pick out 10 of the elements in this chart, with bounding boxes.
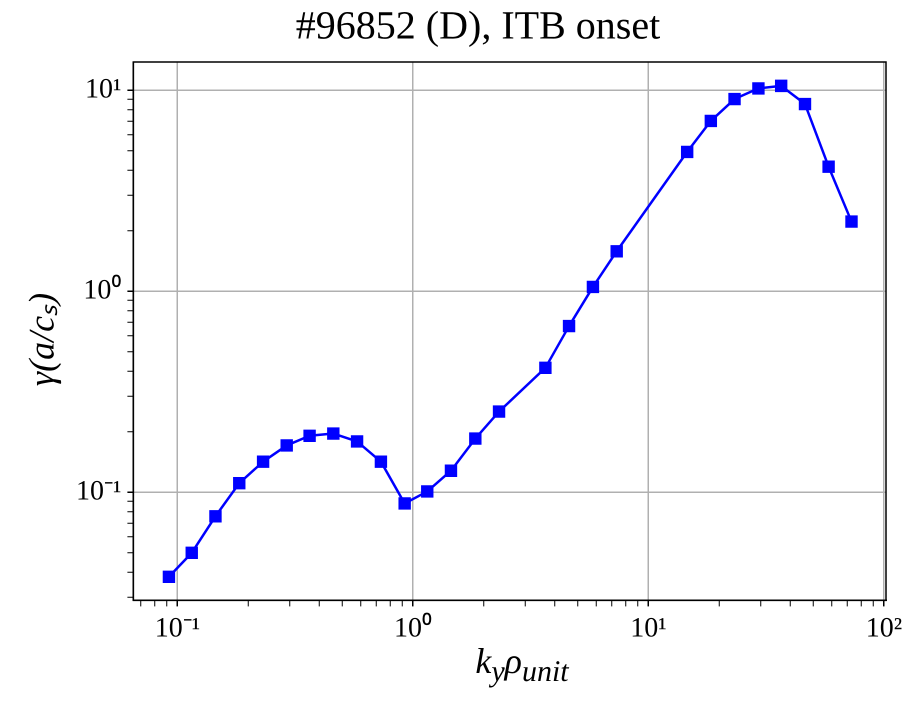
x-tick-label: 10² [866, 612, 902, 644]
y-tick-label: 10⁰ [83, 274, 122, 306]
y-tick-label: 10⁻¹ [76, 476, 122, 507]
y-axis-title: γ(a/cₛ) [20, 292, 62, 388]
chart-title: #96852 (D), ITB onset [296, 2, 660, 48]
x-tick-label: 10⁰ [394, 612, 432, 644]
x-axis-title: k$_{y}$ρ$_{unit}$ [475, 641, 569, 688]
x-tick-label: 10⁻¹ [154, 612, 200, 644]
y-tick-label: 10¹ [84, 73, 122, 104]
x-tick-label: 10¹ [630, 612, 667, 644]
